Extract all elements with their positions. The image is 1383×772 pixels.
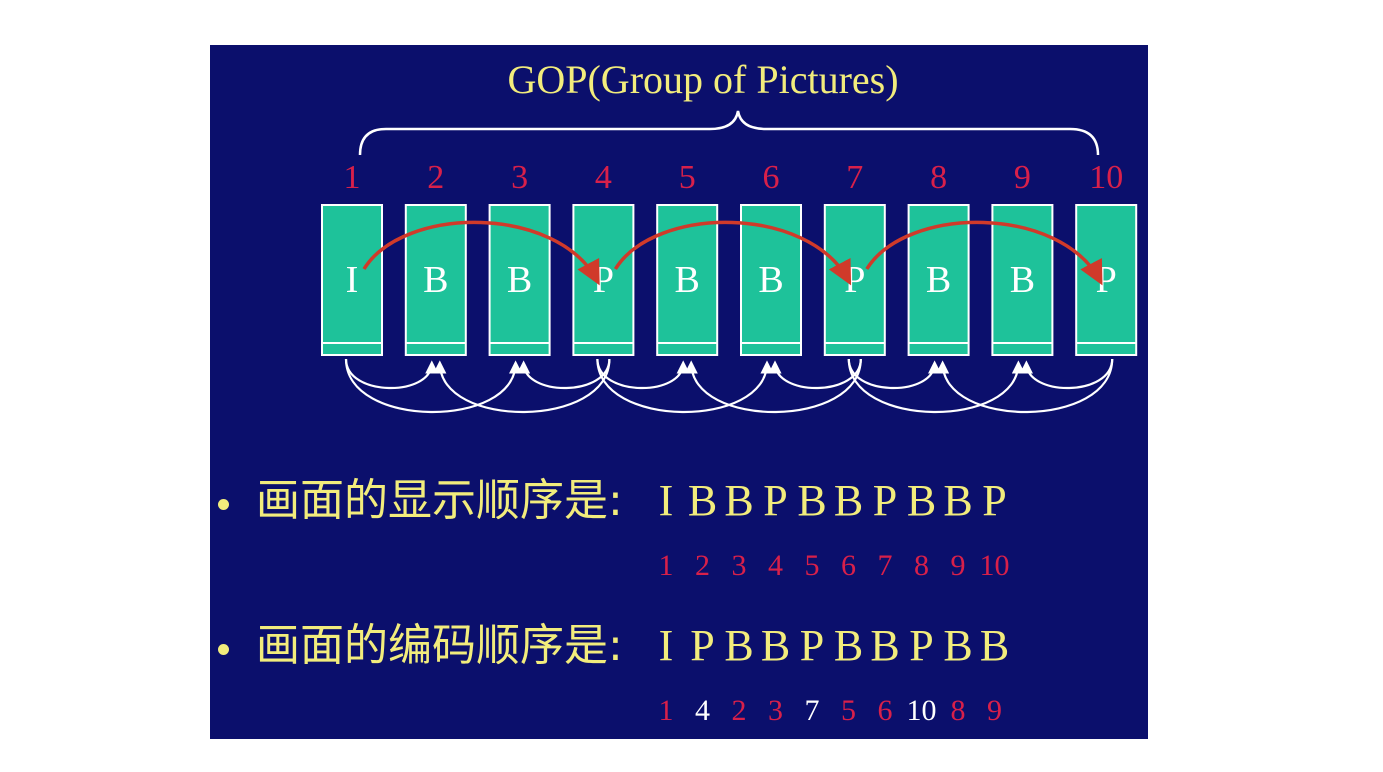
coding-order-number-5: 7 <box>804 694 820 727</box>
display-order-letter-7: P <box>872 476 898 525</box>
frame-number-10: 10 <box>1089 159 1123 196</box>
coding-order-letter-3: B <box>724 621 754 670</box>
frame-number-3: 3 <box>511 159 528 196</box>
coding-order-letter-4: B <box>760 621 791 670</box>
frame-type-3: B <box>507 259 532 301</box>
frame-box-6 <box>740 204 802 356</box>
display-order-letter-5: B <box>797 476 827 525</box>
frame-box-9 <box>991 204 1054 356</box>
forward-arrow-1 <box>362 220 600 286</box>
display-order-letter-4: P <box>763 476 788 525</box>
coding-order-number-9: 8 <box>950 694 966 727</box>
frame-type-2: B <box>423 259 448 301</box>
backward-arrow-9 <box>847 358 942 390</box>
backward-arrow-4 <box>517 358 611 390</box>
bullet-dot <box>218 644 229 655</box>
display-order-letter-9: B <box>943 476 973 525</box>
display-order-number-10: 10 <box>979 549 1010 582</box>
forward-arrow-2 <box>613 220 852 286</box>
gop-brace <box>358 110 1100 156</box>
coding-order-number-1: 1 <box>658 694 674 727</box>
display-order-letter-8: B <box>906 476 937 525</box>
gop-diagram: GOP(Group of Pictures) 1I2B3B4P5B6B7P8B9… <box>321 57 1138 414</box>
backward-arrow-3 <box>433 358 611 414</box>
coding-order-letter-10: B <box>979 621 1010 670</box>
coding-order-number-2: 4 <box>695 694 710 727</box>
display-order-label: 画面的显示顺序是: <box>256 475 623 526</box>
coding-order-letter-6: B <box>833 621 864 670</box>
frame-number-4: 4 <box>595 159 612 196</box>
coding-order-letter-9: B <box>943 621 973 670</box>
display-order-number-2: 2 <box>695 549 710 582</box>
backward-arrow-5 <box>596 358 690 390</box>
frame-type-1: I <box>346 259 359 301</box>
frame-box-1 <box>321 204 383 356</box>
frame-number-6: 6 <box>763 159 780 196</box>
display-order-number-8: 8 <box>914 549 929 582</box>
coding-order-letter-5: P <box>799 621 825 670</box>
backward-arrow-7 <box>684 358 862 414</box>
frame-number-2: 2 <box>427 159 444 196</box>
display-order-number-5: 5 <box>804 549 820 582</box>
backward-arrow-8 <box>768 358 862 390</box>
frame-box-3 <box>488 204 551 356</box>
display-order-letter-2: B <box>687 476 718 525</box>
coding-order-number-4: 3 <box>768 694 783 727</box>
coding-order-number-3: 2 <box>731 694 747 727</box>
frame-number-9: 9 <box>1014 159 1031 196</box>
coding-order-number-6: 5 <box>841 694 856 727</box>
backward-arrow-6 <box>596 358 774 414</box>
display-order-number-7: 7 <box>877 549 893 582</box>
forward-arrow-3 <box>865 220 1103 286</box>
backward-arrow-10 <box>847 358 1025 414</box>
display-order-number-3: 3 <box>731 549 747 582</box>
frame-type-6: B <box>758 259 783 301</box>
coding-order-letter-8: P <box>909 621 934 670</box>
coding-order-letter-2: P <box>690 621 715 670</box>
display-order-number-1: 1 <box>658 549 674 582</box>
coding-order-letter-7: B <box>870 621 900 670</box>
display-order-letter-6: B <box>833 476 864 525</box>
frame-type-9: B <box>1010 259 1035 301</box>
frame-type-5: B <box>675 259 700 301</box>
coding-order-letter-1: I <box>658 621 674 670</box>
display-order-letter-10: P <box>982 476 1007 525</box>
backward-reference-arrows <box>344 358 1114 414</box>
backward-arrow-2 <box>344 358 523 414</box>
frame-number-8: 8 <box>930 159 947 196</box>
frame-type-8: B <box>926 259 951 301</box>
backward-arrow-12 <box>1019 358 1114 390</box>
display-order-number-4: 4 <box>768 549 783 582</box>
forward-reference-arrows <box>362 220 1103 286</box>
display-order-letter-3: B <box>724 476 754 525</box>
coding-order-number-8: 10 <box>906 694 937 727</box>
frame-number-7: 7 <box>846 159 863 196</box>
frame-number-5: 5 <box>679 159 696 196</box>
backward-arrow-11 <box>936 358 1114 414</box>
backward-arrow-1 <box>344 358 439 390</box>
display-order-number-6: 6 <box>841 549 856 582</box>
frame-number-1: 1 <box>344 159 361 196</box>
coding-order-label: 画面的编码顺序是: <box>256 620 623 671</box>
bullet-dot <box>218 499 229 510</box>
display-order-number-9: 9 <box>950 549 966 582</box>
gop-title: GOP(Group of Pictures) <box>507 57 898 102</box>
frame-box-7 <box>823 204 886 356</box>
display-order-letter-1: I <box>658 476 674 525</box>
coding-order-number-10: 9 <box>987 694 1002 727</box>
coding-order-number-7: 6 <box>877 694 893 727</box>
